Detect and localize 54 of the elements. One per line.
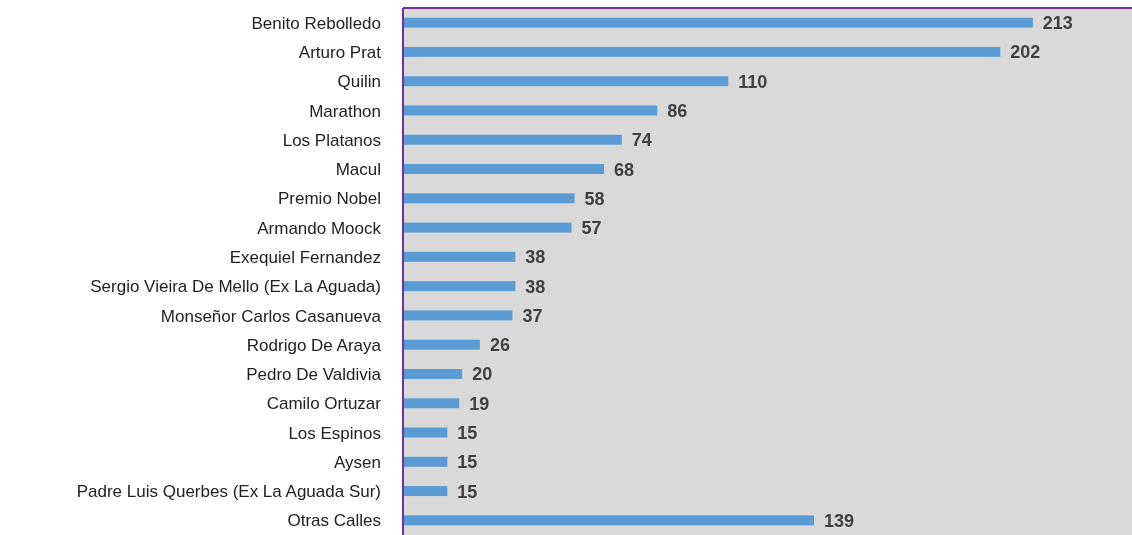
bar [403, 46, 1001, 57]
data-label: 68 [614, 159, 635, 180]
y-tick-label: Exequiel Fernandez [229, 247, 381, 267]
bar [403, 369, 463, 379]
y-tick-label: Los Platanos [282, 130, 381, 150]
y-tick-label: Otras Calles [287, 511, 381, 531]
bar [403, 105, 658, 116]
y-tick-label: Camilo Ortuzar [266, 394, 382, 414]
y-tick-label: Pedro De Valdivia [246, 365, 382, 385]
bar [403, 164, 605, 175]
data-label: 213 [1042, 13, 1073, 34]
bar [403, 398, 460, 409]
data-label: 15 [457, 423, 478, 444]
data-label: 74 [631, 130, 652, 151]
y-tick-label: Benito Rebolledo [251, 13, 381, 33]
y-tick-label: Marathon [309, 101, 381, 121]
bar [403, 222, 572, 233]
data-label: 110 [738, 71, 768, 92]
bar [403, 515, 815, 526]
data-label: 57 [581, 218, 602, 239]
data-label: 38 [525, 276, 546, 297]
bar [403, 310, 513, 321]
bar [403, 281, 516, 292]
data-label: 26 [489, 335, 510, 356]
bar [403, 193, 575, 204]
data-label: 20 [472, 364, 493, 385]
y-tick-label: Monseñor Carlos Casanueva [160, 306, 382, 326]
bar [403, 427, 448, 438]
bar [403, 486, 448, 497]
bar [403, 17, 1033, 28]
y-tick-label: Padre Luis Querbes (Ex La Aguada Sur) [76, 482, 381, 502]
bar [403, 134, 622, 145]
data-label: 15 [457, 481, 478, 502]
y-tick-label: Macul [335, 160, 381, 180]
y-tick-label: Sergio Vieira De Mello (Ex La Aguada) [90, 277, 381, 297]
data-label: 202 [1010, 42, 1041, 63]
data-label: 37 [522, 305, 543, 326]
y-tick-label: Aysen [334, 452, 381, 472]
data-label: 15 [457, 452, 478, 473]
y-tick-label: Premio Nobel [278, 189, 381, 209]
data-label: 139 [824, 510, 855, 531]
y-tick-label: Los Espinos [288, 423, 381, 443]
data-label: 19 [469, 393, 490, 414]
y-tick-label: Quilin [337, 72, 381, 92]
data-label: 38 [525, 247, 546, 268]
bar [403, 456, 448, 467]
y-tick-label: Armando Moock [257, 218, 382, 238]
data-label: 86 [667, 100, 688, 121]
bar [403, 339, 480, 350]
bar [403, 251, 516, 262]
bar [403, 76, 729, 87]
data-label: 58 [584, 188, 605, 209]
y-tick-label: Rodrigo De Araya [246, 335, 382, 355]
y-tick-label: Arturo Prat [298, 43, 382, 63]
